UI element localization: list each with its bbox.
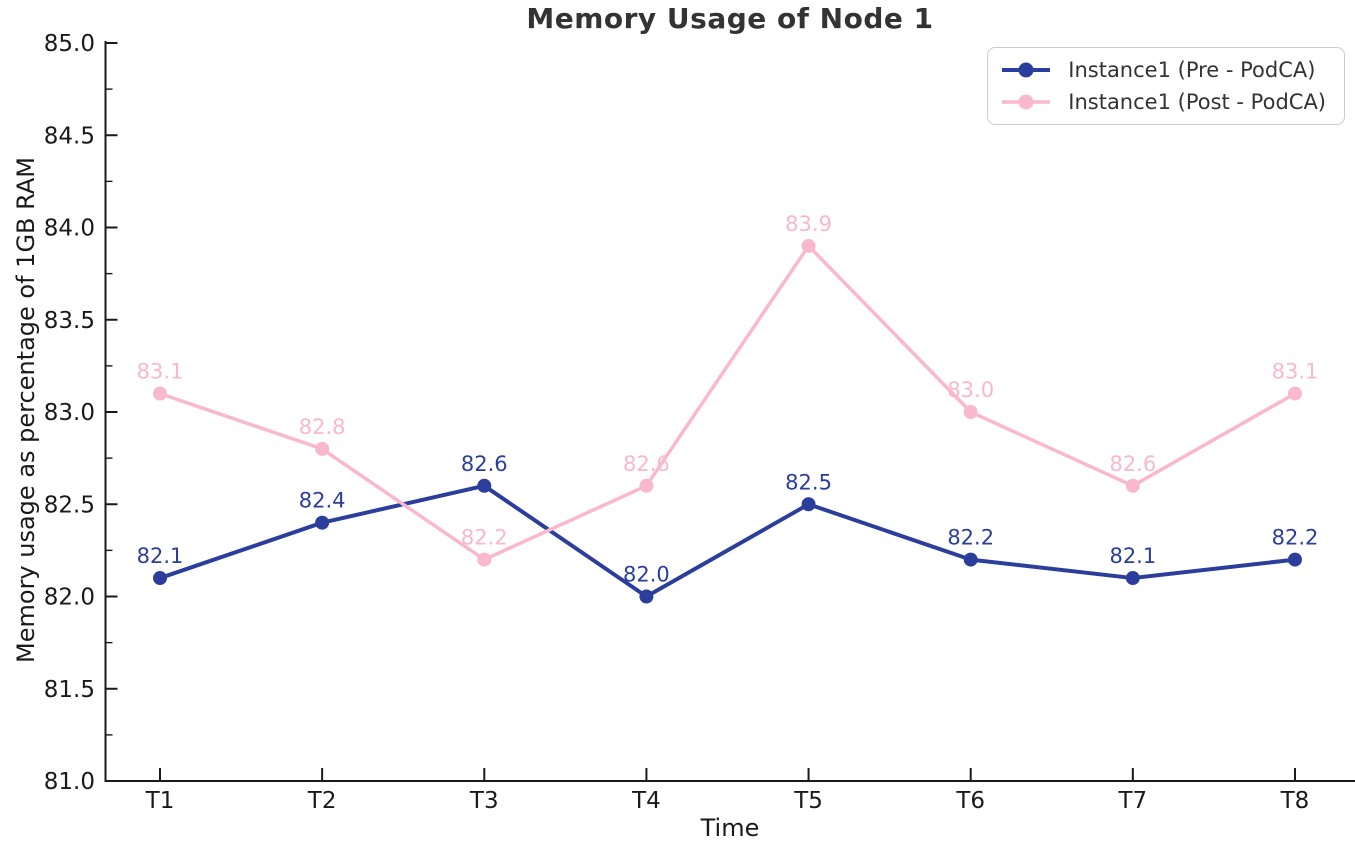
y-tick-label: 81.5: [44, 677, 95, 703]
data-point-label: 82.5: [785, 470, 832, 494]
data-point-label: 83.1: [137, 360, 184, 384]
x-axis-title: Time: [700, 814, 760, 842]
legend-line-marker-icon: [1002, 62, 1051, 78]
data-point-label: 83.1: [1272, 360, 1319, 384]
data-point-marker: [801, 238, 816, 253]
data-point-marker: [1125, 478, 1140, 493]
data-point-label: 82.2: [947, 526, 994, 550]
data-point-marker: [639, 589, 654, 604]
x-tick-label: T7: [1117, 788, 1147, 814]
data-point-label: 82.6: [1109, 452, 1156, 476]
chart-title: Memory Usage of Node 1: [526, 2, 934, 35]
data-point-label: 82.8: [299, 415, 346, 439]
y-tick-label: 82.0: [44, 585, 95, 611]
data-point-marker: [315, 515, 330, 530]
data-point-label: 82.1: [1109, 544, 1156, 568]
series-line-0: [158, 483, 1297, 599]
legend-item-post-podca: Instance1 (Post - PodCA): [1000, 90, 1326, 114]
data-point-label: 82.2: [461, 526, 508, 550]
data-point-marker: [315, 441, 330, 456]
y-tick-label: 84.0: [44, 216, 95, 242]
data-point-label: 82.2: [1272, 526, 1319, 550]
y-tick-label: 82.5: [44, 492, 95, 518]
x-tick-label: T8: [1280, 788, 1310, 814]
data-point-label: 83.0: [947, 378, 994, 402]
data-point-label: 82.4: [299, 489, 346, 513]
data-point-marker: [1125, 571, 1140, 586]
data-point-marker: [477, 478, 492, 493]
data-point-marker: [1287, 386, 1302, 401]
legend-label: Instance1 (Pre - PodCA): [1068, 58, 1316, 82]
y-tick-label: 83.5: [44, 308, 95, 334]
data-point-label: 82.6: [461, 452, 508, 476]
x-tick-label: T2: [307, 788, 337, 814]
y-tick-label: 85.0: [44, 31, 95, 57]
data-point-label: 82.1: [137, 544, 184, 568]
legend: Instance1 (Pre - PodCA) Instance1 (Post …: [987, 47, 1345, 125]
y-tick-label: 84.5: [44, 123, 95, 149]
data-point-marker: [153, 571, 167, 586]
data-point-marker: [963, 552, 978, 567]
x-tick-label: T5: [793, 788, 823, 814]
data-point-marker: [477, 552, 492, 567]
x-tick-label: T3: [469, 788, 499, 814]
legend-item-pre-podca: Instance1 (Pre - PodCA): [1000, 58, 1326, 82]
x-tick-label: T6: [955, 788, 985, 814]
data-point-marker: [153, 386, 167, 401]
data-point-label: 83.9: [785, 212, 832, 236]
x-tick-label: T4: [631, 788, 661, 814]
y-tick-label: 83.0: [44, 400, 95, 426]
legend-line-marker-icon: [1002, 94, 1051, 110]
series-line-1: [158, 244, 1297, 562]
data-point-marker: [639, 478, 654, 493]
data-point-marker: [801, 497, 816, 512]
x-tick-label: T1: [145, 788, 175, 814]
data-point-label: 82.6: [623, 452, 670, 476]
y-tick-label: 81.0: [44, 769, 95, 795]
data-point-marker: [963, 405, 978, 419]
data-point-label: 82.0: [623, 563, 670, 587]
legend-label: Instance1 (Post - PodCA): [1068, 90, 1326, 114]
data-point-marker: [1287, 552, 1302, 567]
